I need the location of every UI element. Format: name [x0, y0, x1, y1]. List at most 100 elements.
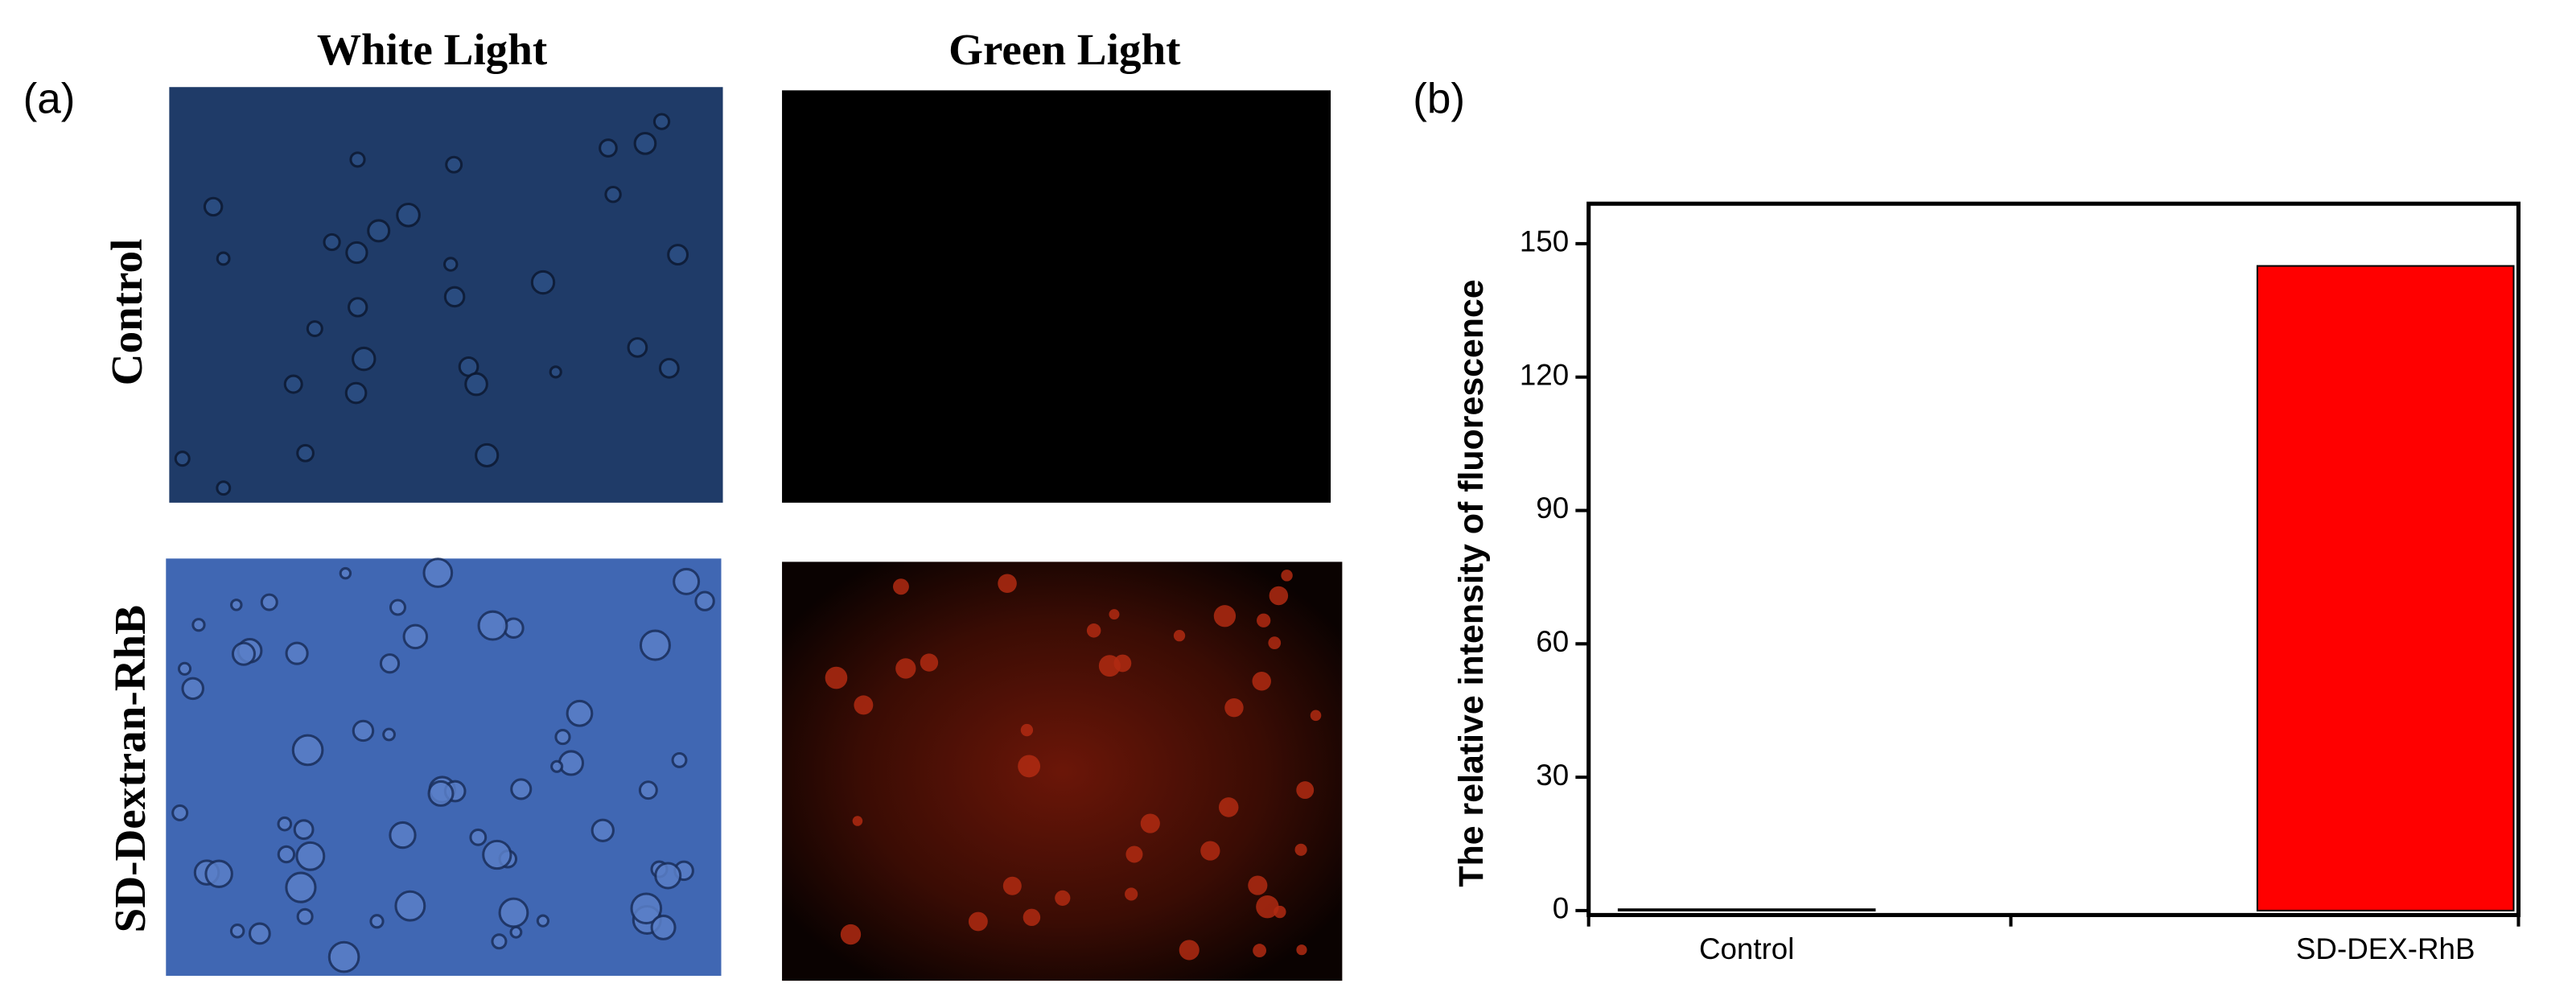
cell	[630, 892, 663, 925]
cell	[652, 113, 671, 130]
cell	[658, 357, 680, 379]
cell	[650, 914, 677, 940]
cell	[394, 890, 426, 922]
cell	[230, 599, 243, 611]
micrographs	[166, 87, 1343, 981]
cell	[291, 734, 324, 767]
y-tick-label: 60	[1536, 625, 1569, 658]
micrograph	[782, 562, 1343, 981]
cell	[1294, 843, 1307, 856]
panel-label: (b)	[1413, 76, 1465, 123]
cell	[191, 618, 206, 632]
cell	[1257, 613, 1271, 627]
cell	[352, 346, 377, 372]
cell	[1125, 887, 1138, 901]
bar-chart: Control SD-DEX-RhB 0 30 60 90 120 150	[1520, 201, 2521, 965]
cell	[293, 819, 315, 841]
cell	[1002, 876, 1022, 895]
cell	[1224, 697, 1244, 718]
cell	[277, 845, 296, 864]
cell	[1252, 672, 1271, 691]
column-title: White Light	[317, 25, 548, 74]
cell	[1268, 636, 1282, 649]
cell	[203, 196, 224, 217]
micrograph	[166, 558, 722, 976]
cell	[174, 451, 191, 467]
cell	[627, 337, 648, 358]
cell	[1020, 723, 1034, 737]
y-tick-label: 150	[1520, 225, 1569, 258]
cell	[177, 661, 192, 676]
cell	[1274, 905, 1286, 919]
y-tick-label: 0	[1553, 892, 1569, 925]
cell	[367, 219, 391, 243]
cell	[295, 841, 326, 871]
cell	[327, 940, 360, 973]
cell	[396, 202, 421, 228]
cell	[427, 780, 455, 807]
cell	[509, 925, 523, 939]
cell	[694, 590, 715, 611]
cell	[1023, 908, 1041, 927]
bar	[1617, 908, 1876, 911]
cell	[599, 138, 618, 158]
cell	[344, 381, 368, 405]
cell	[352, 719, 375, 743]
cell	[854, 695, 874, 715]
cell	[671, 751, 688, 768]
plot-frame	[1586, 201, 2521, 917]
cell	[296, 443, 315, 463]
cell	[171, 804, 189, 821]
y-tick-label: 30	[1536, 759, 1569, 792]
cell	[422, 557, 454, 588]
cell	[654, 862, 682, 890]
cell	[1173, 630, 1186, 642]
cell	[892, 578, 909, 595]
column-title: Green Light	[949, 25, 1181, 74]
x-tick-label: Control	[1699, 932, 1794, 965]
cell	[379, 653, 401, 674]
cell	[277, 816, 293, 832]
cell	[389, 821, 417, 850]
cell	[231, 641, 256, 666]
cell	[296, 907, 314, 925]
cell	[510, 778, 533, 800]
cell	[382, 727, 396, 742]
cell	[369, 914, 385, 929]
cell	[852, 816, 863, 826]
cell	[920, 653, 939, 672]
cell	[1296, 944, 1307, 956]
cell	[248, 922, 271, 945]
cell	[1281, 570, 1293, 582]
y-tick-label: 120	[1520, 358, 1569, 391]
panel-label: (a)	[23, 76, 76, 123]
cell	[840, 924, 862, 945]
cell	[348, 297, 368, 318]
cell	[536, 914, 550, 928]
cell	[349, 151, 366, 168]
cell	[402, 623, 429, 650]
cell	[491, 933, 508, 950]
cell	[443, 286, 466, 308]
cell	[442, 257, 459, 272]
y-axis-label: The relative intensity of fluorescence	[1452, 279, 1491, 887]
cell	[216, 251, 231, 266]
y-tick-label: 90	[1536, 492, 1569, 525]
cell	[550, 759, 564, 773]
cell	[475, 442, 500, 468]
cell	[1125, 845, 1143, 863]
cell	[1086, 623, 1101, 638]
cell	[998, 574, 1017, 594]
cell	[549, 365, 562, 379]
cell	[667, 244, 689, 266]
row-title: SD-Dextran-RhB	[105, 605, 154, 932]
cell	[558, 750, 585, 776]
cell	[285, 641, 309, 665]
cell	[1269, 586, 1289, 606]
cell	[1113, 654, 1132, 673]
cell	[566, 699, 594, 727]
cell	[477, 610, 508, 641]
cell	[1140, 813, 1160, 833]
